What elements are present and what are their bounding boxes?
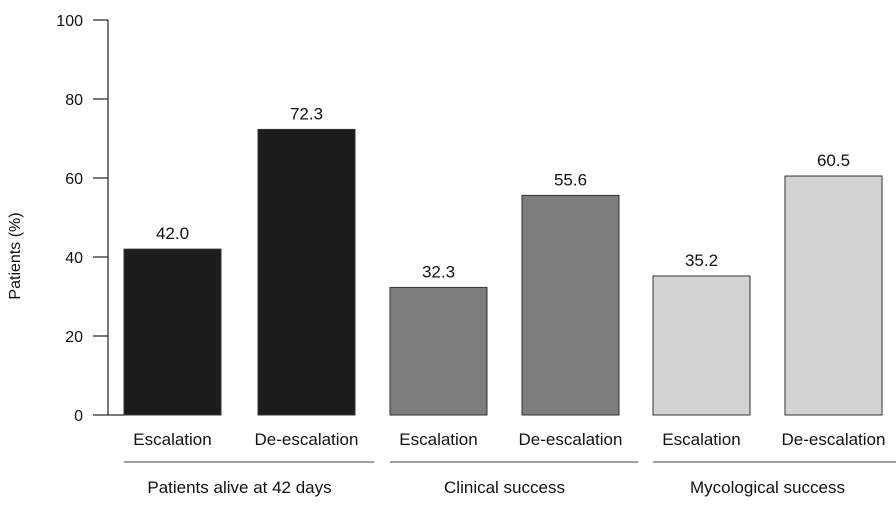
bar-value-label: 42.0	[156, 224, 189, 243]
bar	[784, 175, 883, 416]
bar-value-label-bg	[144, 219, 201, 246]
x-category-label: Escalation	[399, 430, 477, 449]
bar-value-label: 55.6	[554, 170, 587, 189]
x-group-label: Mycological success	[690, 478, 845, 497]
bar	[652, 275, 751, 416]
bar-value-label: 35.2	[685, 251, 718, 270]
bar	[389, 286, 488, 416]
bar-value-label: 60.5	[817, 151, 850, 170]
bar-value-label-bg	[542, 165, 599, 192]
bar-value-label-bg	[673, 245, 730, 272]
bar-value-label-bg	[805, 146, 862, 173]
bar	[123, 248, 222, 416]
y-tick-label: 40	[65, 250, 83, 267]
x-category-label: Escalation	[133, 430, 211, 449]
y-tick-label: 20	[65, 329, 83, 346]
x-category-label: De-escalation	[782, 430, 886, 449]
bar	[257, 128, 356, 416]
y-tick-label: 0	[74, 408, 83, 425]
y-tick-label: 80	[65, 92, 83, 109]
y-axis: 0 20 40 60 80 100	[56, 13, 109, 425]
bar-value-label: 72.3	[290, 104, 323, 123]
x-category-label: Escalation	[662, 430, 740, 449]
x-category-label: De-escalation	[255, 430, 359, 449]
y-tick-label: 60	[65, 171, 83, 188]
y-axis-label: Patients (%)	[7, 212, 24, 299]
y-tick-label: 100	[56, 13, 83, 30]
x-group-label: Clinical success	[444, 478, 565, 497]
bar	[521, 194, 620, 416]
bar-value-label-bg	[278, 99, 335, 126]
bar-value-label: 32.3	[422, 262, 455, 281]
x-axis: Escalation De-escalation Patients alive at…	[108, 414, 896, 497]
bar-value-label-bg	[410, 257, 467, 284]
x-group-label: Patients alive at 42 days	[147, 478, 331, 497]
x-category-label: De-escalation	[519, 430, 623, 449]
bars: 42.0 72.3 32.3 55.6 35.2 60.5	[123, 99, 883, 416]
